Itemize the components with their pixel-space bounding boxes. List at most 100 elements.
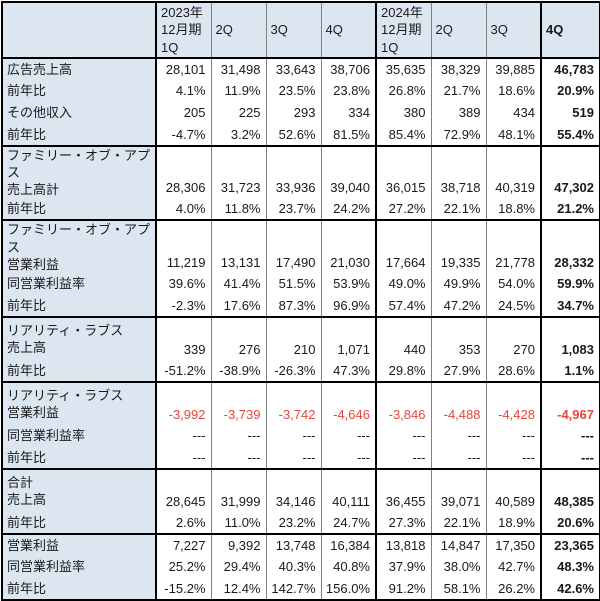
data-cell: ---	[430, 446, 486, 469]
data-cell: 21,030	[320, 219, 376, 273]
data-cell: 28,332	[540, 219, 600, 273]
data-cell: 7,227	[155, 532, 211, 556]
data-cell: 353	[430, 315, 486, 360]
data-cell: 27.3%	[375, 511, 431, 534]
data-cell: 17,350	[485, 532, 541, 556]
data-cell: ---	[320, 424, 376, 447]
data-cell: 17.6%	[210, 294, 266, 317]
data-cell: 519	[540, 102, 600, 124]
table-row: 前年比 --- --- --- --- --- --- --- ---	[2, 446, 600, 469]
data-cell: 21.7%	[430, 80, 486, 102]
table-row: 同営業利益率 25.2% 29.4% 40.3% 40.8% 37.9% 38.0% 42.7…	[2, 555, 600, 578]
data-cell: ---	[210, 424, 266, 447]
row-label: 前年比	[2, 80, 157, 102]
data-cell: -4,428	[485, 380, 541, 425]
table-row: リアリティ・ラブス 営業利益 -3,992 -3,739 -3,742 -4,646 -3…	[2, 380, 600, 425]
data-cell: 38,718	[430, 144, 486, 199]
data-cell: -2.3%	[155, 294, 211, 317]
data-cell: 23.2%	[265, 511, 321, 534]
data-cell: 2.6%	[155, 511, 211, 534]
data-cell: 22.1%	[430, 198, 486, 221]
data-cell: 38,706	[320, 57, 376, 80]
data-cell: 440	[375, 315, 431, 360]
data-cell: 36,015	[375, 144, 431, 199]
data-cell: 38.0%	[430, 555, 486, 578]
data-cell: -4.7%	[155, 124, 211, 146]
data-cell: 1,071	[320, 315, 376, 360]
data-cell: 57.4%	[375, 294, 431, 317]
data-cell: -4,967	[540, 380, 600, 425]
data-cell: -3,992	[155, 380, 211, 425]
data-cell: 276	[210, 315, 266, 360]
data-cell: 46,783	[540, 57, 600, 80]
data-cell: 34,146	[265, 467, 321, 512]
data-cell: ---	[540, 446, 600, 469]
data-cell: 1.1%	[540, 359, 600, 382]
data-cell: 27.9%	[430, 359, 486, 382]
row-label: 前年比	[2, 294, 157, 317]
data-cell: ---	[485, 446, 541, 469]
data-cell: 47.3%	[320, 359, 376, 382]
table-row: 合計 売上高 28,645 31,999 34,146 40,111 36,455 39,0…	[2, 467, 600, 512]
data-cell: 24.5%	[485, 294, 541, 317]
data-cell: 17,490	[265, 219, 321, 273]
data-cell: 205	[155, 102, 211, 124]
data-cell: 49.9%	[430, 272, 486, 295]
data-cell: ---	[320, 446, 376, 469]
data-cell: 42.7%	[485, 555, 541, 578]
table-row: リアリティ・ラブス 売上高 339 276 210 1,071 440 353 270 1,08…	[2, 315, 600, 360]
data-cell: 53.9%	[320, 272, 376, 295]
table-row: 営業利益 7,227 9,392 13,748 16,384 13,818 14,847 17…	[2, 532, 600, 556]
row-label: 同営業利益率	[2, 555, 157, 578]
data-cell: 23,365	[540, 532, 600, 556]
data-cell: 47,302	[540, 144, 600, 199]
data-cell: ---	[375, 446, 431, 469]
row-label: 同営業利益率	[2, 424, 157, 447]
data-cell: 156.0%	[320, 577, 376, 600]
data-cell: 28,306	[155, 144, 211, 199]
data-cell: 225	[210, 102, 266, 124]
data-cell: 11.0%	[210, 511, 266, 534]
data-cell: -3,739	[210, 380, 266, 425]
data-cell: 40,319	[485, 144, 541, 199]
table-row: ファミリー・オブ・アプス 営業利益 11,219 13,131 17,490 21,03…	[2, 219, 600, 273]
data-cell: -51.2%	[155, 359, 211, 382]
data-cell: 28,645	[155, 467, 211, 512]
data-cell: 11.9%	[210, 80, 266, 102]
row-label: 前年比	[2, 198, 157, 221]
table-row: 前年比 -2.3% 17.6% 87.3% 96.9% 57.4% 47.2% 24.5% 34…	[2, 294, 600, 317]
header-row: 2023年 12月期 1Q 2Q 3Q 4Q 2024年 12月期 1Q 2Q 3Q 4Q	[2, 2, 600, 59]
data-cell: 20.6%	[540, 511, 600, 534]
data-cell: ---	[485, 424, 541, 447]
data-cell: 13,748	[265, 532, 321, 556]
row-label: 前年比	[2, 359, 157, 382]
row-label: 広告売上高	[2, 57, 157, 80]
data-cell: 24.2%	[320, 198, 376, 221]
data-cell: ---	[265, 424, 321, 447]
data-cell: 40.8%	[320, 555, 376, 578]
data-cell: 339	[155, 315, 211, 360]
data-cell: ---	[375, 424, 431, 447]
table-row: その他収入 205 225 293 334 380 389 434 519	[2, 102, 600, 124]
data-cell: 33,936	[265, 144, 321, 199]
data-cell: 39,885	[485, 57, 541, 80]
data-cell: 27.2%	[375, 198, 431, 221]
data-cell: 38,329	[430, 57, 486, 80]
data-cell: 28,101	[155, 57, 211, 80]
data-cell: 37.9%	[375, 555, 431, 578]
data-cell: 24.7%	[320, 511, 376, 534]
data-cell: 26.8%	[375, 80, 431, 102]
data-cell: 47.2%	[430, 294, 486, 317]
data-cell: 20.9%	[540, 80, 600, 102]
data-cell: 25.2%	[155, 555, 211, 578]
row-label: その他収入	[2, 102, 157, 124]
data-cell: 28.6%	[485, 359, 541, 382]
row-label: 前年比	[2, 511, 157, 534]
table-row: 前年比 -51.2% -38.9% -26.3% 47.3% 29.8% 27.9% 28.6…	[2, 359, 600, 382]
row-label: 前年比	[2, 124, 157, 146]
data-cell: 49.0%	[375, 272, 431, 295]
table-row: 前年比 4.0% 11.8% 23.7% 24.2% 27.2% 22.1% 18.8% 21.…	[2, 198, 600, 221]
row-label: 同営業利益率	[2, 272, 157, 295]
